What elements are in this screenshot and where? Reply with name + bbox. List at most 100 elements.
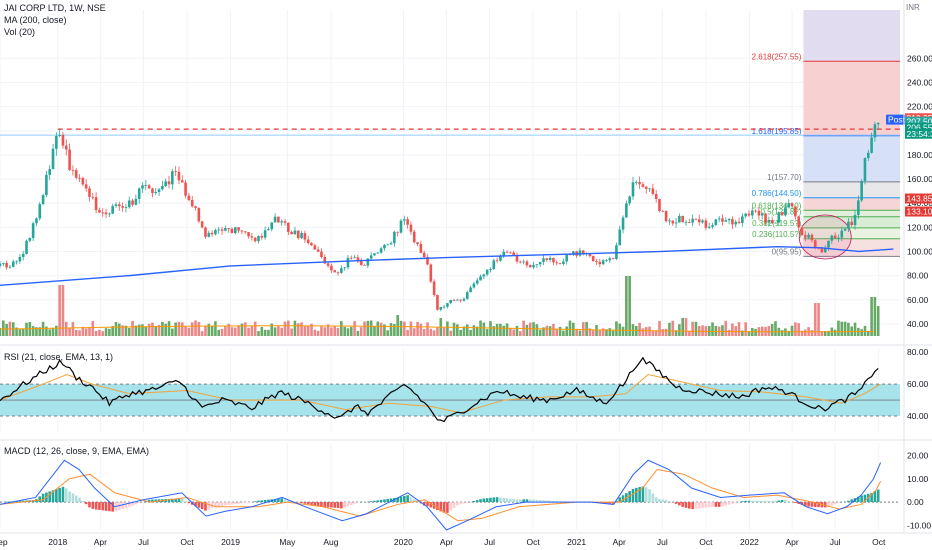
macd-histogram-bar — [512, 499, 515, 503]
macd-histogram-bar — [794, 502, 797, 503]
volume-bar — [611, 330, 615, 336]
candle-body — [492, 260, 496, 270]
macd-histogram-bar — [214, 502, 217, 508]
macd-tick-label: 10.00 — [907, 474, 929, 484]
candle-body — [654, 193, 658, 200]
volume-bar — [601, 328, 605, 336]
macd-histogram-bar — [658, 498, 661, 503]
time-tick-label: 2022 — [740, 537, 759, 547]
volume-bar — [389, 323, 393, 336]
candle-body — [681, 215, 684, 223]
candle-body — [257, 236, 260, 242]
candle-body — [555, 262, 559, 264]
macd-histogram-bar — [628, 490, 631, 503]
candle-body — [558, 263, 562, 265]
macd-histogram-bar — [416, 501, 419, 503]
volume-bar — [591, 330, 595, 336]
volume-bar — [379, 322, 383, 336]
candle-body — [827, 240, 830, 248]
candle-body — [661, 210, 665, 212]
macd-histogram-bar — [58, 488, 61, 503]
macd-histogram-bar — [439, 502, 443, 512]
candle-body — [389, 243, 393, 245]
macd-histogram-bar — [721, 502, 724, 507]
macd-histogram-bar — [386, 498, 390, 503]
volume-bar — [386, 330, 390, 336]
price-badge — [905, 128, 932, 139]
volume-bar — [373, 326, 376, 336]
volume-bar — [210, 325, 214, 336]
candle-body — [800, 227, 804, 236]
volume-bar — [200, 331, 204, 336]
macd-histogram-bar — [876, 489, 880, 503]
macd-histogram-bar — [396, 497, 399, 503]
candle-body — [452, 300, 456, 301]
candle-body — [18, 256, 22, 262]
macd-histogram-bar — [651, 493, 655, 503]
macd-pane[interactable] — [0, 439, 932, 531]
fib-zone-band — [803, 210, 900, 217]
volume-bar — [263, 329, 267, 336]
volume-bar — [131, 320, 134, 336]
volume-bar — [167, 321, 171, 336]
macd-histogram-bar — [233, 502, 237, 505]
volume-bar — [363, 321, 366, 336]
candle-body — [714, 219, 718, 226]
candle-body — [568, 254, 572, 256]
candle-body — [15, 261, 18, 263]
candle-body — [194, 206, 197, 208]
volume-bar — [741, 330, 744, 336]
macd-histogram-bar — [522, 499, 525, 503]
candle-body — [833, 235, 837, 239]
macd-histogram-bar — [94, 502, 98, 510]
candle-body — [790, 203, 794, 207]
candle-body — [204, 227, 207, 237]
post-badge-label: Post — [888, 115, 906, 125]
fib-level-label: 2.618(257.55) — [752, 52, 802, 61]
macd-histogram-bar — [204, 502, 207, 511]
macd-histogram-bar — [704, 502, 708, 508]
candle-body — [11, 261, 15, 267]
volume-bar — [121, 325, 124, 336]
volume-bar — [684, 318, 688, 336]
macd-histogram-bar — [257, 500, 260, 503]
macd-histogram-bar — [51, 490, 55, 503]
candle-body — [628, 196, 631, 204]
macd-histogram-bar — [707, 502, 711, 508]
volume-bar — [823, 331, 827, 336]
volume-bar — [625, 276, 628, 336]
macd-histogram-bar — [277, 498, 280, 503]
price-pane[interactable]: 2.618(257.55) 1.618(195.85) 1(157.70) 0.786… — [0, 10, 900, 530]
volume-bar — [144, 326, 148, 336]
volume-bar — [552, 323, 555, 336]
candle-body — [634, 182, 638, 183]
volume-bar — [230, 327, 234, 336]
volume-bar — [608, 328, 612, 336]
macd-histogram-bar — [263, 500, 267, 503]
candle-body — [366, 258, 370, 266]
candle-body — [532, 264, 535, 268]
macd-histogram-bar — [41, 493, 45, 503]
volume-bar — [847, 322, 850, 336]
macd-legend: MACD (12, 26, close, 9, EMA, EMA) — [4, 446, 150, 456]
volume-bar — [833, 329, 837, 336]
volume-bar — [505, 323, 509, 336]
volume-bar — [403, 321, 406, 336]
candle-body — [38, 204, 42, 219]
candle-body — [293, 230, 297, 235]
candle-body — [167, 181, 171, 185]
macd-histogram-bar — [310, 502, 313, 505]
candle-body — [625, 203, 628, 218]
candle-body — [114, 204, 118, 206]
rsi-pane[interactable] — [0, 344, 932, 423]
macd-tick-label: -10.00 — [907, 520, 931, 530]
candle-body — [436, 294, 439, 310]
macd-histogram-bar — [48, 491, 52, 503]
candle-body — [416, 242, 419, 244]
candle-body — [164, 181, 168, 186]
volume-bar — [111, 326, 114, 336]
volume-bar — [810, 330, 814, 336]
volume-bar — [267, 329, 270, 336]
volume-bar — [628, 276, 631, 336]
